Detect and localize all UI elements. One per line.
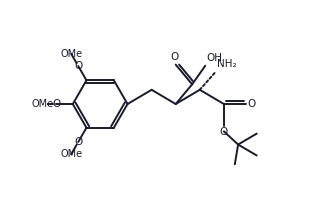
Text: O: O xyxy=(220,127,228,137)
Text: O: O xyxy=(170,52,179,62)
Text: O: O xyxy=(52,99,61,109)
Text: O: O xyxy=(74,61,82,71)
Text: NH₂: NH₂ xyxy=(217,59,237,69)
Text: O: O xyxy=(247,99,255,109)
Text: OMe: OMe xyxy=(60,149,82,159)
Text: OMe: OMe xyxy=(31,99,53,109)
Text: OMe: OMe xyxy=(60,49,82,59)
Text: O: O xyxy=(74,137,82,147)
Text: OH: OH xyxy=(206,53,222,63)
